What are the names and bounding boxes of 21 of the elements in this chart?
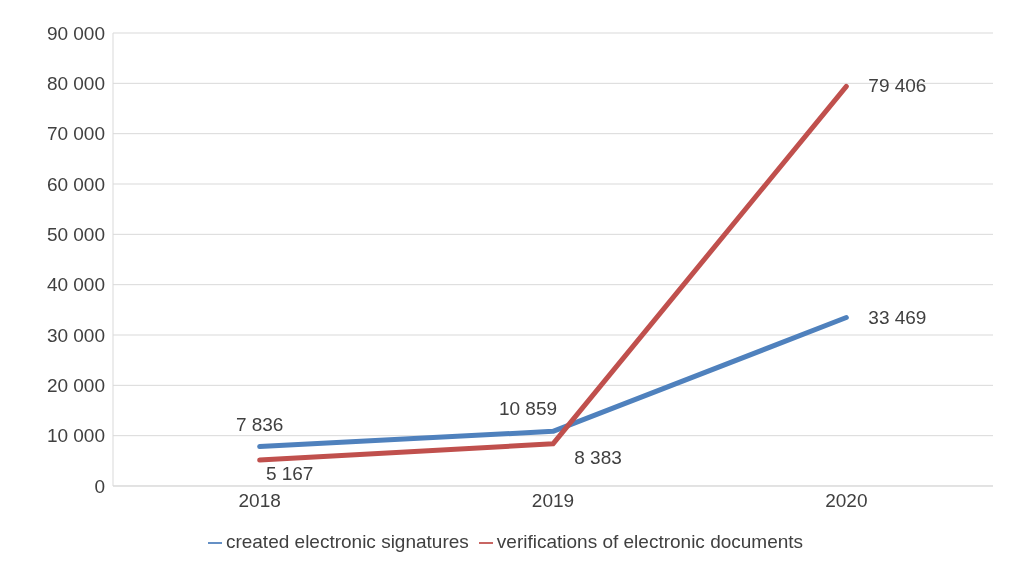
- data-label: 79 406: [868, 75, 927, 97]
- data-label: 5 167: [265, 462, 314, 484]
- y-tick-label: 20 000: [46, 375, 105, 397]
- data-label: 8 383: [574, 446, 622, 468]
- y-tick-label: 80 000: [46, 73, 105, 95]
- data-label: 33 469: [868, 306, 927, 328]
- y-tick-label: 10 000: [46, 425, 105, 447]
- y-tick-label: 50 000: [46, 224, 105, 246]
- data-label: 10 859: [498, 398, 558, 420]
- y-tick-label: 70 000: [46, 123, 105, 145]
- x-tick-label: 2019: [531, 490, 575, 512]
- y-tick-label: 30 000: [46, 324, 105, 346]
- y-tick-label: 60 000: [46, 173, 105, 195]
- y-tick-label: 90 000: [46, 22, 105, 44]
- y-tick-label: 40 000: [46, 274, 105, 296]
- x-tick-label: 2020: [825, 490, 868, 512]
- legend-label: created electronic signatures: [225, 531, 469, 552]
- data-label: 7 836: [235, 413, 284, 435]
- legend-label: verifications of electronic documents: [496, 531, 804, 552]
- y-tick-label: 0: [94, 475, 105, 497]
- x-tick-label: 2018: [238, 490, 281, 512]
